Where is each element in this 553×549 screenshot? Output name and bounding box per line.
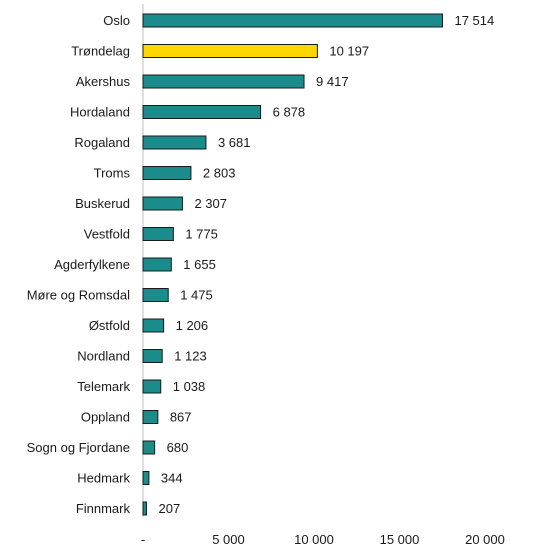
x-tick-label: - xyxy=(141,532,145,547)
value-labels-group: 17 514 10 197 9 417 6 878 3 681 2 803 2 307 1 7… xyxy=(159,13,495,516)
x-tick-labels-group: - 5 000 10 000 15 000 20 000 xyxy=(141,532,505,547)
category-label: Møre og Romsdal xyxy=(27,288,130,303)
category-label: Troms xyxy=(94,166,131,181)
bar-8 xyxy=(142,257,172,272)
data-label: 9 417 xyxy=(316,74,349,89)
category-label: Akershus xyxy=(76,74,131,89)
category-label: Østfold xyxy=(89,318,130,333)
bar-12 xyxy=(142,379,162,394)
bar-0 xyxy=(142,13,443,28)
bar-1 xyxy=(142,44,318,58)
category-label: Sogn og Fjordane xyxy=(27,440,130,455)
category-label: Rogaland xyxy=(74,135,130,150)
category-label: Finnmark xyxy=(76,501,131,516)
data-label: 1 123 xyxy=(174,349,207,364)
bar-16 xyxy=(142,501,148,516)
bar-7 xyxy=(142,227,174,241)
bar-10 xyxy=(142,318,165,333)
category-label: Oppland xyxy=(81,410,130,425)
bar-15 xyxy=(142,471,150,485)
bar-14 xyxy=(142,440,156,455)
data-label: 1 038 xyxy=(173,379,206,394)
x-tick-label: 15 000 xyxy=(380,532,420,547)
category-labels-group: Oslo Trøndelag Akershus Hordaland Rogaland Tr… xyxy=(27,13,131,516)
category-label: Hedmark xyxy=(77,471,130,486)
category-label: Nordland xyxy=(77,349,130,364)
data-label: 2 803 xyxy=(203,166,236,181)
category-label: Telemark xyxy=(77,379,130,394)
x-tick-label: 5 000 xyxy=(212,532,245,547)
data-label: 1 206 xyxy=(176,318,209,333)
data-label: 10 197 xyxy=(329,44,369,59)
category-label: Trøndelag xyxy=(71,44,130,59)
bar-3 xyxy=(142,105,262,119)
data-label: 3 681 xyxy=(218,135,251,150)
bar-9 xyxy=(142,288,169,302)
data-label: 867 xyxy=(170,410,192,425)
bar-2 xyxy=(142,74,305,89)
category-label: Oslo xyxy=(103,13,130,28)
bars-group xyxy=(142,13,443,516)
data-label: 1 655 xyxy=(183,257,216,272)
bar-4 xyxy=(142,135,207,150)
data-label: 207 xyxy=(159,501,181,516)
data-label: 680 xyxy=(167,440,189,455)
bar-5 xyxy=(142,166,192,180)
data-label: 2 307 xyxy=(194,196,227,211)
data-label: 1 775 xyxy=(185,227,218,242)
data-label: 6 878 xyxy=(273,105,306,120)
bar-13 xyxy=(142,410,159,424)
data-label: 17 514 xyxy=(454,13,494,28)
x-tick-label: 20 000 xyxy=(465,532,505,547)
category-label: Hordaland xyxy=(70,105,130,120)
x-tick-label: 10 000 xyxy=(294,532,334,547)
category-label: Buskerud xyxy=(75,196,130,211)
bar-6 xyxy=(142,196,183,211)
bar-11 xyxy=(142,349,163,363)
category-label: Agderfylkene xyxy=(54,257,130,272)
data-label: 1 475 xyxy=(180,288,213,303)
data-label: 344 xyxy=(161,471,183,486)
category-label: Vestfold xyxy=(84,227,130,242)
